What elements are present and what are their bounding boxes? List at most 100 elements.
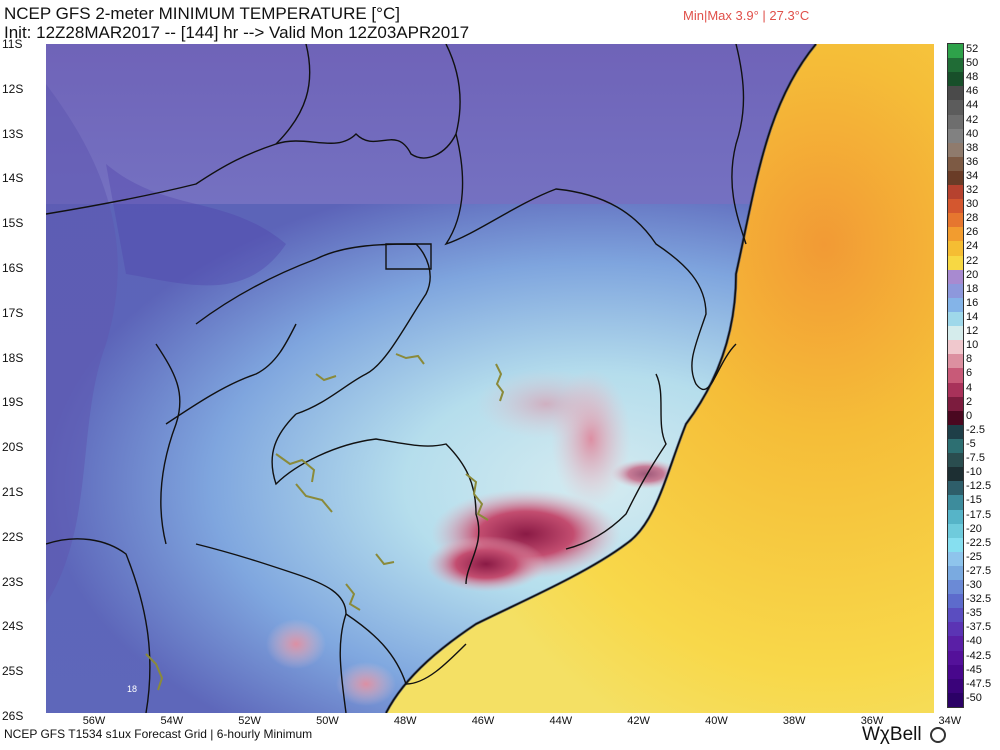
colorbar-swatch xyxy=(948,453,963,468)
colorbar-swatch xyxy=(948,481,963,496)
colorbar-label: -10 xyxy=(966,466,982,479)
map-title: NCEP GFS 2-meter MINIMUM TEMPERATURE [°C… xyxy=(4,4,400,23)
colorbar-swatch xyxy=(948,199,963,214)
lat-label: 11S xyxy=(2,37,23,51)
colorbar-swatch xyxy=(948,255,963,271)
lat-label: 22S xyxy=(2,529,24,544)
colorbar-label: 32 xyxy=(966,184,979,197)
lon-label: 46W xyxy=(471,715,495,727)
colorbar-label: 12 xyxy=(966,325,979,338)
colorbar-label: 6 xyxy=(966,367,973,380)
colorbar xyxy=(947,43,964,708)
lat-label: 12S xyxy=(2,81,24,96)
colorbar-swatch xyxy=(948,44,963,59)
temperature-map[interactable]: 18 xyxy=(46,44,934,713)
lat-label: 14S xyxy=(2,171,24,186)
lon-label: 34W xyxy=(938,715,962,727)
lon-label: 52W xyxy=(238,715,261,727)
colorbar-label: 2 xyxy=(966,395,973,408)
colorbar-swatch xyxy=(948,580,963,595)
lon-label: 48W xyxy=(393,715,417,727)
lat-label: 20S xyxy=(2,440,24,455)
colorbar-label: 30 xyxy=(966,198,979,211)
lon-label: 40W xyxy=(705,715,728,727)
colorbar-swatch xyxy=(948,410,963,426)
colorbar-label: -12.5 xyxy=(966,480,992,493)
lat-label: 13S xyxy=(2,126,24,141)
colorbar-label: -47.5 xyxy=(966,677,992,690)
colorbar-swatch xyxy=(948,424,963,440)
colorbar-swatch xyxy=(948,156,963,172)
colorbar-swatch xyxy=(948,664,963,680)
lat-label: 23S xyxy=(2,574,24,589)
colorbar-label: -20 xyxy=(966,522,982,535)
colorbar-swatch xyxy=(948,523,963,539)
colorbar-label: 46 xyxy=(966,85,979,98)
colorbar-swatch xyxy=(948,678,963,694)
colorbar-label: -32.5 xyxy=(966,593,992,606)
colorbar-label: 14 xyxy=(966,311,979,324)
colorbar-swatch xyxy=(948,622,963,637)
colorbar-swatch xyxy=(948,72,963,87)
point-value-label: 18 xyxy=(127,684,137,694)
colorbar-swatch xyxy=(948,297,963,313)
colorbar-swatch xyxy=(948,467,963,482)
colorbar-swatch xyxy=(948,438,963,454)
colorbar-label: 52 xyxy=(966,43,979,55)
colorbar-swatch xyxy=(948,692,963,708)
lon-label: 36W xyxy=(860,715,884,727)
colorbar-swatch xyxy=(948,354,963,369)
init-valid-line: Init: 12Z28MAR2017 -- [144] hr --> Valid… xyxy=(4,23,470,42)
colorbar-swatch xyxy=(948,213,963,228)
colorbar-label: -7.5 xyxy=(966,452,985,465)
colorbar-swatch xyxy=(948,382,963,398)
lon-label: 54W xyxy=(160,715,184,727)
colorbar-swatch xyxy=(948,58,963,73)
lat-label: 18S xyxy=(2,350,24,365)
brand-logo: WχBell xyxy=(862,724,922,745)
colorbar-label: -37.5 xyxy=(966,621,992,634)
colorbar-swatch xyxy=(948,227,963,242)
colorbar-label: 36 xyxy=(966,155,979,168)
colorbar-swatch xyxy=(948,537,963,553)
colorbar-label: 10 xyxy=(966,339,979,352)
colorbar-label: -25 xyxy=(966,550,982,563)
colorbar-label: 34 xyxy=(966,169,979,182)
colorbar-label: 0 xyxy=(966,409,973,422)
colorbar-label: -45 xyxy=(966,663,982,676)
colorbar-label: 50 xyxy=(966,57,979,70)
colorbar-label: -42.5 xyxy=(966,649,992,662)
colorbar-label: -40 xyxy=(966,635,982,648)
colorbar-swatch xyxy=(948,185,963,200)
colorbar-swatch xyxy=(948,269,963,285)
colorbar-swatch xyxy=(948,128,963,144)
colorbar-swatch xyxy=(948,594,963,609)
colorbar-label: -50 xyxy=(966,691,982,704)
colorbar-swatch xyxy=(948,114,963,130)
colorbar-swatch xyxy=(948,283,963,299)
colorbar-label: -27.5 xyxy=(966,564,992,577)
lon-label: 38W xyxy=(782,715,806,727)
colorbar-swatch xyxy=(948,565,963,581)
colorbar-label: 48 xyxy=(966,71,979,84)
footer-source: NCEP GFS T1534 s1ux Forecast Grid | 6-ho… xyxy=(4,727,313,741)
colorbar-label: 18 xyxy=(966,282,979,295)
colorbar-label: 20 xyxy=(966,268,979,281)
colorbar-swatch xyxy=(948,86,963,101)
colorbar-label: -17.5 xyxy=(966,508,992,521)
lat-label: 25S xyxy=(2,664,24,679)
colorbar-swatch xyxy=(948,396,963,412)
colorbar-swatch xyxy=(948,608,963,623)
colorbar-label: -35 xyxy=(966,607,982,620)
lat-label: 19S xyxy=(2,395,24,410)
lat-label: 16S xyxy=(2,261,24,275)
lon-label: 42W xyxy=(627,715,650,727)
lat-label: 21S xyxy=(2,485,24,499)
colorbar-swatch xyxy=(948,551,963,567)
colorbar-swatch xyxy=(948,100,963,116)
lon-label: 56W xyxy=(82,715,106,727)
colorbar-swatch xyxy=(948,170,963,186)
brand-icon xyxy=(930,727,946,743)
colorbar-swatch xyxy=(948,636,963,652)
colorbar-label: 28 xyxy=(966,212,979,225)
